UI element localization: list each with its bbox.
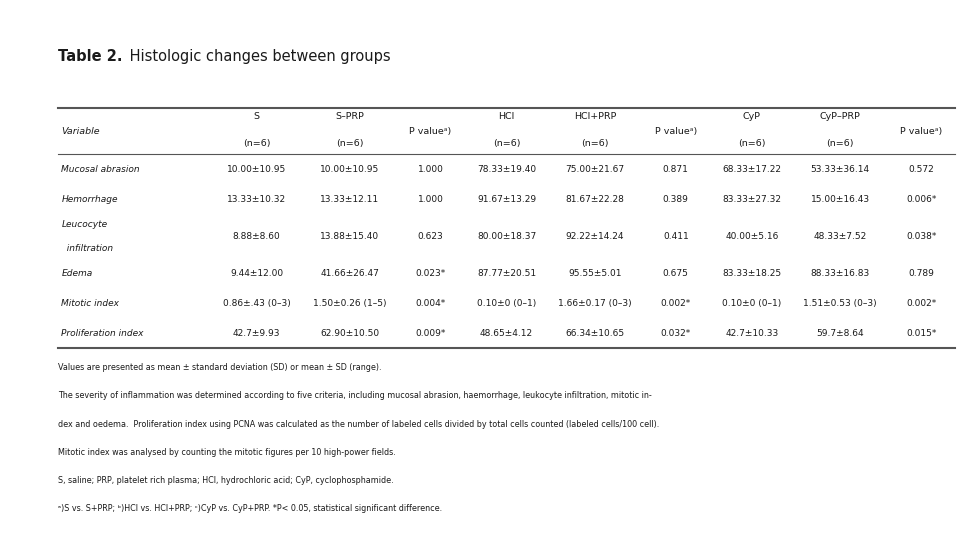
Text: 75.00±21.67: 75.00±21.67 xyxy=(565,165,625,174)
Text: 78.33±19.40: 78.33±19.40 xyxy=(477,165,536,174)
Text: 0.623: 0.623 xyxy=(418,232,444,241)
Text: dex and oedema.  Proliferation index using PCNA was calculated as the number of : dex and oedema. Proliferation index usin… xyxy=(58,420,659,429)
Text: 0.032*: 0.032* xyxy=(660,329,691,338)
Text: (n=6): (n=6) xyxy=(827,139,854,147)
Text: 53.33±36.14: 53.33±36.14 xyxy=(811,165,870,174)
Text: Histologic changes between groups: Histologic changes between groups xyxy=(125,49,391,64)
Text: 80.00±18.37: 80.00±18.37 xyxy=(477,232,536,241)
Text: 59.7±8.64: 59.7±8.64 xyxy=(817,329,864,338)
Text: International Neurourology Journal 2016; 20: 188–: International Neurourology Journal 2016;… xyxy=(13,170,22,370)
Text: 95.55±5.01: 95.55±5.01 xyxy=(568,269,622,278)
Text: 81.67±22.28: 81.67±22.28 xyxy=(565,194,624,204)
Text: Hemorrhage: Hemorrhage xyxy=(61,194,118,204)
Text: 0.006*: 0.006* xyxy=(906,194,936,204)
Text: 0.871: 0.871 xyxy=(662,165,688,174)
Text: 13.33±12.11: 13.33±12.11 xyxy=(320,194,379,204)
Text: CyP–PRP: CyP–PRP xyxy=(820,112,861,121)
Text: Variable: Variable xyxy=(61,127,100,136)
Text: 87.77±20.51: 87.77±20.51 xyxy=(477,269,536,278)
Text: 0.009*: 0.009* xyxy=(416,329,445,338)
Text: 68.33±17.22: 68.33±17.22 xyxy=(722,165,781,174)
Text: 9.44±12.00: 9.44±12.00 xyxy=(229,269,283,278)
Text: Mitotic index: Mitotic index xyxy=(61,299,119,308)
Text: S, saline; PRP, platelet rich plasma; HCl, hydrochloric acid; CyP, cyclophospham: S, saline; PRP, platelet rich plasma; HC… xyxy=(58,476,394,485)
Text: 83.33±27.32: 83.33±27.32 xyxy=(722,194,781,204)
Text: 15.00±16.43: 15.00±16.43 xyxy=(811,194,870,204)
Text: 1.66±0.17 (0–3): 1.66±0.17 (0–3) xyxy=(558,299,632,308)
Text: HCl+PRP: HCl+PRP xyxy=(574,112,616,121)
Text: 0.675: 0.675 xyxy=(662,269,688,278)
Text: 1.51±0.53 (0–3): 1.51±0.53 (0–3) xyxy=(804,299,877,308)
Text: (n=6): (n=6) xyxy=(581,139,609,147)
Text: 0.411: 0.411 xyxy=(663,232,688,241)
Text: 92.22±14.24: 92.22±14.24 xyxy=(565,232,624,241)
Text: 10.00±10.95: 10.00±10.95 xyxy=(227,165,286,174)
Text: infiltration: infiltration xyxy=(61,244,113,253)
Text: 10.00±10.95: 10.00±10.95 xyxy=(320,165,379,174)
Text: 0.038*: 0.038* xyxy=(906,232,936,241)
Text: 48.65±4.12: 48.65±4.12 xyxy=(480,329,533,338)
Text: Mitotic index was analysed by counting the mitotic figures per 10 high-power fie: Mitotic index was analysed by counting t… xyxy=(58,448,396,457)
Text: 0.002*: 0.002* xyxy=(906,299,936,308)
Text: P valueᵃ): P valueᵃ) xyxy=(409,127,451,136)
Text: 0.86±.43 (0–3): 0.86±.43 (0–3) xyxy=(223,299,290,308)
Text: 0.002*: 0.002* xyxy=(660,299,691,308)
Text: 91.67±13.29: 91.67±13.29 xyxy=(477,194,536,204)
Text: HCl: HCl xyxy=(498,112,515,121)
Text: 1.000: 1.000 xyxy=(418,194,444,204)
Text: 0.789: 0.789 xyxy=(908,269,934,278)
Text: Values are presented as mean ± standard deviation (SD) or mean ± SD (range).: Values are presented as mean ± standard … xyxy=(58,363,381,373)
Text: (n=6): (n=6) xyxy=(336,139,364,147)
Text: Table 2.: Table 2. xyxy=(58,49,122,64)
Text: 0.572: 0.572 xyxy=(908,165,934,174)
Text: 0.023*: 0.023* xyxy=(416,269,445,278)
Text: 42.7±10.33: 42.7±10.33 xyxy=(725,329,779,338)
Text: 0.389: 0.389 xyxy=(662,194,688,204)
Text: 0.004*: 0.004* xyxy=(416,299,445,308)
Text: Leucocyte: Leucocyte xyxy=(61,220,108,229)
Text: (n=6): (n=6) xyxy=(243,139,270,147)
Text: CyP: CyP xyxy=(743,112,761,121)
Text: P valueᵃ): P valueᵃ) xyxy=(655,127,697,136)
Text: S–PRP: S–PRP xyxy=(335,112,364,121)
Text: 1.50±0.26 (1–5): 1.50±0.26 (1–5) xyxy=(313,299,386,308)
Text: 42.7±9.93: 42.7±9.93 xyxy=(232,329,280,338)
Text: 0.10±0 (0–1): 0.10±0 (0–1) xyxy=(722,299,781,308)
Text: 62.90±10.50: 62.90±10.50 xyxy=(320,329,379,338)
Text: 8.88±8.60: 8.88±8.60 xyxy=(232,232,280,241)
Text: Proliferation index: Proliferation index xyxy=(61,329,144,338)
Text: S: S xyxy=(253,112,259,121)
Text: Edema: Edema xyxy=(61,269,93,278)
Text: (n=6): (n=6) xyxy=(492,139,520,147)
Text: 40.00±5.16: 40.00±5.16 xyxy=(725,232,779,241)
Text: 0.10±0 (0–1): 0.10±0 (0–1) xyxy=(477,299,536,308)
Text: 66.34±10.65: 66.34±10.65 xyxy=(565,329,625,338)
Text: 13.33±10.32: 13.33±10.32 xyxy=(227,194,286,204)
Text: 13.88±15.40: 13.88±15.40 xyxy=(320,232,379,241)
Text: 1.000: 1.000 xyxy=(418,165,444,174)
Text: 41.66±26.47: 41.66±26.47 xyxy=(321,269,379,278)
Text: The severity of inflammation was determined according to five criteria, includin: The severity of inflammation was determi… xyxy=(58,392,652,401)
Text: 83.33±18.25: 83.33±18.25 xyxy=(722,269,781,278)
Text: Mucosal abrasion: Mucosal abrasion xyxy=(61,165,140,174)
Text: (n=6): (n=6) xyxy=(738,139,766,147)
Text: ᵃ)S vs. S+PRP; ᵇ)HCl vs. HCl+PRP; ᶜ)CyP vs. CyP+PRP. *P< 0.05, statistical signi: ᵃ)S vs. S+PRP; ᵇ)HCl vs. HCl+PRP; ᶜ)CyP … xyxy=(58,504,442,513)
Text: 88.33±16.83: 88.33±16.83 xyxy=(810,269,870,278)
Text: P valueᵃ): P valueᵃ) xyxy=(900,127,943,136)
Text: 48.33±7.52: 48.33±7.52 xyxy=(814,232,867,241)
Text: 0.015*: 0.015* xyxy=(906,329,936,338)
